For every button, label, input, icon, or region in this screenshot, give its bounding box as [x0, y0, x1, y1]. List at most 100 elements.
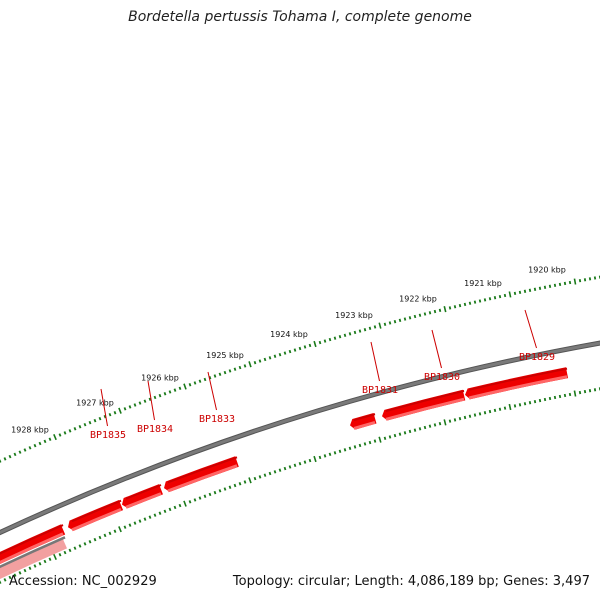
- scale-tick: [428, 311, 432, 315]
- scale-tick: [173, 505, 177, 510]
- scale-tick: [428, 424, 432, 428]
- gene-arrow-edge: [468, 367, 568, 391]
- scale-tick: [318, 340, 322, 345]
- scale-tick: [498, 407, 502, 411]
- scale-tick: [288, 349, 292, 354]
- scale-tick: [228, 369, 232, 373]
- scale-tick: [308, 458, 312, 463]
- scale-tick: [348, 446, 352, 451]
- scale-tick: [98, 535, 102, 540]
- scale-tick: [188, 500, 192, 504]
- scale-tick: [508, 403, 512, 411]
- scale-tick: [218, 489, 222, 493]
- scale-tick: [393, 433, 397, 438]
- scale-tick: [203, 377, 207, 382]
- gene-arrow-pale: [0, 539, 68, 579]
- scale-tick: [583, 389, 587, 394]
- scale-label: 1928 kbp: [11, 426, 49, 435]
- scale-tick: [193, 381, 197, 385]
- scale-tick: [223, 487, 227, 491]
- scale-tick: [93, 418, 97, 423]
- scale-tick: [143, 399, 147, 403]
- scale-tick: [388, 321, 392, 325]
- scale-tick: [363, 442, 367, 446]
- scale-tick: [293, 348, 297, 352]
- gene-arrow-edge: [125, 484, 162, 500]
- scale-tick: [488, 409, 492, 414]
- scale-tick: [83, 422, 87, 427]
- scale-tick: [358, 443, 362, 448]
- gene-leader-line: [147, 380, 155, 421]
- gene-arrow: [382, 389, 466, 421]
- scale-tick: [488, 297, 492, 301]
- scale-tick: [353, 330, 357, 335]
- scale-tick: [593, 388, 597, 392]
- inner-tick-ring: [0, 387, 600, 584]
- scale-tick: [0, 459, 2, 463]
- scale-tick: [463, 415, 467, 420]
- scale-tick: [158, 393, 162, 398]
- scale-tick: [13, 452, 17, 457]
- scale-tick: [458, 303, 462, 308]
- scale-tick: [553, 283, 557, 287]
- scale-tick: [348, 332, 352, 336]
- scale-tick: [423, 425, 427, 430]
- scale-label: 1920 kbp: [528, 266, 566, 275]
- scale-tick: [138, 401, 142, 405]
- scale-tick: [248, 361, 252, 368]
- scale-tick: [213, 374, 217, 378]
- gene-leader-line: [431, 329, 442, 369]
- scale-label: 1927 kbp: [76, 399, 114, 408]
- scale-tick: [73, 546, 77, 550]
- scale-tick: [188, 383, 192, 387]
- scale-tick: [503, 406, 507, 410]
- scale-tick: [473, 413, 477, 417]
- scale-tick: [178, 386, 182, 391]
- scale-label: 1922 kbp: [399, 294, 437, 303]
- scale-tick: [548, 396, 552, 401]
- scale-tick: [568, 280, 572, 285]
- scale-tick: [433, 423, 437, 427]
- scale-tick: [448, 419, 452, 423]
- scale-tick: [528, 288, 532, 292]
- scale-tick: [68, 429, 72, 433]
- gene-leader-line: [524, 309, 537, 349]
- scale-tick: [243, 480, 247, 484]
- scale-tick: [363, 328, 367, 332]
- scale-tick: [423, 312, 427, 316]
- scale-tick: [18, 450, 22, 454]
- scale-tick: [473, 300, 477, 304]
- scale-tick: [463, 302, 467, 307]
- gene-arrow: [68, 499, 124, 531]
- gene-arrow-edge: [71, 499, 122, 523]
- scale-tick: [453, 418, 457, 422]
- gene-arrow-shading: [125, 492, 162, 509]
- scale-tick: [378, 322, 382, 329]
- scale-tick: [298, 346, 302, 351]
- scale-tick: [113, 529, 117, 533]
- scale-label: 1925 kbp: [206, 351, 244, 360]
- scale-tick: [258, 359, 262, 363]
- scale-tick: [298, 462, 302, 466]
- scale-tick: [578, 279, 582, 283]
- scale-tick: [318, 455, 322, 460]
- scale-tick: [268, 471, 272, 476]
- scale-tick: [8, 575, 12, 580]
- map-title: Bordetella pertussis Tohama I, complete …: [128, 9, 472, 25]
- scale-tick: [543, 285, 547, 289]
- scale-tick: [413, 428, 417, 432]
- scale-tick: [148, 397, 152, 402]
- scale-label: 1921 kbp: [464, 279, 502, 288]
- scale-tick: [158, 511, 162, 515]
- scale-tick: [388, 435, 392, 439]
- scale-tick: [63, 431, 67, 435]
- gene-label-bp1834: BP1834: [137, 424, 173, 435]
- scale-tick: [183, 383, 187, 390]
- scale-tick: [118, 407, 122, 414]
- scale-tick: [568, 392, 572, 397]
- scale-tick: [53, 434, 57, 441]
- scale-tick: [373, 325, 377, 329]
- gene-arrow-shading: [353, 420, 376, 430]
- scale-tick: [163, 392, 167, 396]
- scale-tick: [333, 336, 337, 340]
